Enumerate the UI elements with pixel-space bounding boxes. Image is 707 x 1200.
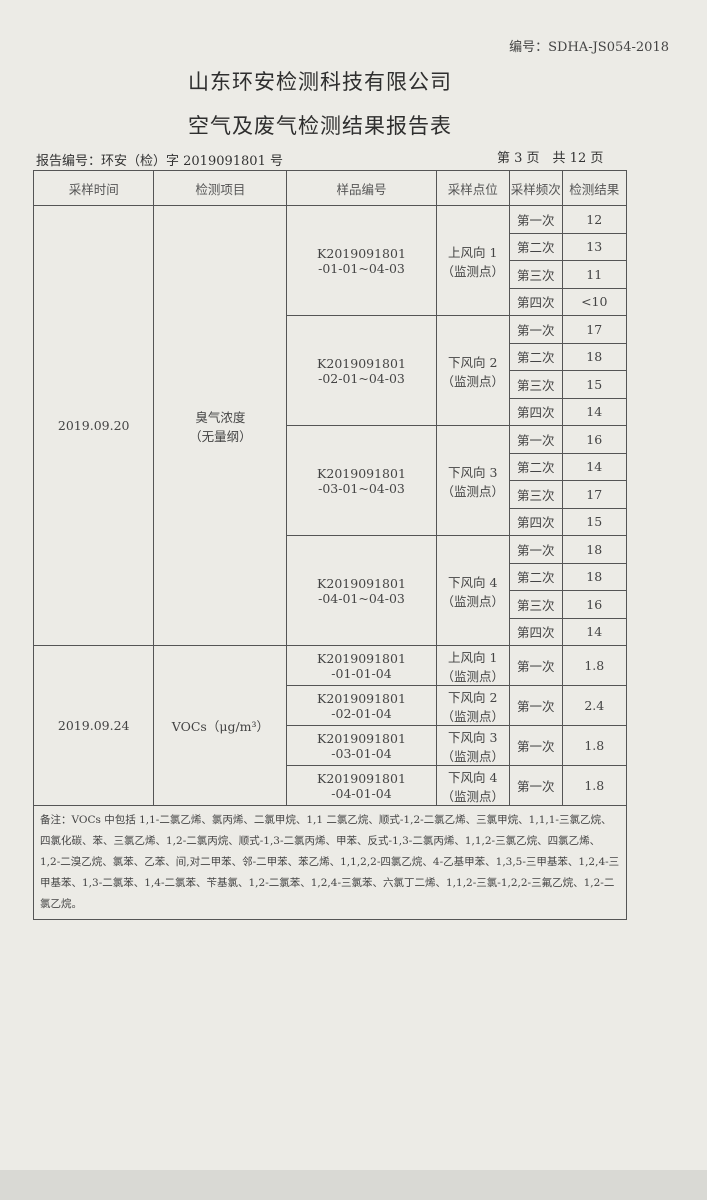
sampling-point: 下风向 3 （监测点） (435, 425, 510, 536)
test-result: 14 (561, 452, 628, 481)
test-result: 1.8 (561, 725, 628, 766)
header-date: 采样时间 (32, 170, 155, 206)
sampling-frequency: 第三次 (508, 260, 563, 289)
test-result: 17 (561, 315, 628, 344)
sampling-frequency: 第二次 (508, 232, 563, 261)
table-row: K2019091801 -03-01-04 下风向 3 （监测点） 第一次 1.8 (34, 725, 628, 766)
table-row: 第三次 11 (34, 260, 628, 289)
test-result: 18 (561, 535, 628, 564)
table-row: 第二次 18 (34, 562, 628, 591)
table-row: 第四次 14 (34, 397, 628, 426)
sampling-frequency: 第二次 (508, 562, 563, 591)
test-item: VOCs（μg/m³） (153, 645, 288, 806)
table-row: K2019091801 -04-01~04-03 下风向 4 （监测点） 第一次 18 (34, 535, 628, 646)
sampling-frequency: 第三次 (508, 480, 563, 509)
results-table: 采样时间 检测项目 样品编号 采样点位 采样频次 检测结果 2019.09.20… (32, 170, 628, 920)
sample-id: K2019091801 -04-01~04-03 (286, 535, 437, 646)
header-frequency: 采样频次 (508, 170, 563, 206)
table-row: 第三次 16 (34, 590, 628, 619)
table-row: K2019091801 -03-01~04-03 下风向 3 （监测点） 第一次 16 (34, 425, 628, 536)
table-row: 2019.09.20 臭气浓度 （无量纲） K2019091801 -01-01~0… (32, 205, 628, 646)
header-row: 采样时间 检测项目 样品编号 采样点位 采样频次 检测结果 (32, 170, 628, 206)
sampling-point: 下风向 2 （监测点） (435, 315, 510, 426)
table-row: 第四次 14 (34, 617, 628, 646)
table-row: 第二次 14 (34, 452, 628, 481)
sampling-point: 下风向 2 （监测点） (435, 685, 510, 726)
test-result: 14 (561, 617, 628, 646)
sampling-frequency: 第一次 (508, 535, 563, 564)
table-row: 第四次 15 (34, 507, 628, 536)
sampling-frequency: 第一次 (508, 315, 563, 344)
test-result: 15 (561, 507, 628, 536)
table-row: 2019.09.24 VOCs（μg/m³） K2019091801 -01-01-… (32, 645, 628, 806)
test-result: 18 (561, 342, 628, 371)
test-result: 1.8 (561, 765, 628, 806)
sampling-frequency: 第二次 (508, 342, 563, 371)
table-row: 第三次 15 (34, 370, 628, 399)
sample-date: 2019.09.24 (32, 645, 155, 806)
sample-id: K2019091801 -04-01-04 (286, 765, 437, 806)
sampling-point: 下风向 3 （监测点） (435, 725, 510, 766)
sampling-frequency: 第四次 (508, 617, 563, 646)
sampling-frequency: 第一次 (508, 425, 563, 454)
test-result: 18 (561, 562, 628, 591)
test-result: 14 (561, 397, 628, 426)
header-item: 检测项目 (153, 170, 288, 206)
sampling-frequency: 第一次 (508, 725, 563, 766)
sample-id: K2019091801 -01-01~04-03 (286, 205, 437, 316)
sample-id: K2019091801 -03-01~04-03 (286, 425, 437, 536)
test-result: <10 (561, 287, 628, 316)
header-sample-id: 样品编号 (286, 170, 437, 206)
table-row: K2019091801 -02-01~04-03 下风向 2 （监测点） 第一次 17 (34, 315, 628, 426)
sampling-frequency: 第一次 (508, 685, 563, 726)
document-code: 编号：SDHA-JS054-2018 (509, 40, 669, 55)
sample-date: 2019.09.20 (32, 205, 155, 646)
test-item: 臭气浓度 （无量纲） (153, 205, 288, 646)
sampling-point: 上风向 1 （监测点） (435, 205, 510, 316)
test-result: 2.4 (561, 685, 628, 726)
sampling-frequency: 第一次 (508, 765, 563, 806)
sample-id: K2019091801 -02-01~04-03 (286, 315, 437, 426)
sampling-frequency: 第一次 (508, 645, 563, 686)
test-result: 12 (561, 205, 628, 234)
sampling-frequency: 第二次 (508, 452, 563, 481)
test-result: 1.8 (561, 645, 628, 686)
sample-id: K2019091801 -03-01-04 (286, 725, 437, 766)
table-row: 第二次 13 (34, 232, 628, 261)
sampling-frequency: 第四次 (508, 397, 563, 426)
test-result: 15 (561, 370, 628, 399)
report-number: 报告编号：环安（检）字 2019091801 号 (36, 154, 283, 169)
sampling-frequency: 第三次 (508, 370, 563, 399)
sample-id: K2019091801 -02-01-04 (286, 685, 437, 726)
header-result: 检测结果 (561, 170, 628, 206)
sampling-point: 上风向 1 （监测点） (435, 645, 510, 686)
table-row: 第三次 17 (34, 480, 628, 509)
header-point: 采样点位 (435, 170, 510, 206)
page-info: 第 3 页 共 12 页 (497, 151, 604, 166)
sampling-point: 下风向 4 （监测点） (435, 765, 510, 806)
sampling-frequency: 第一次 (508, 205, 563, 234)
test-result: 13 (561, 232, 628, 261)
table-row: 第四次 <10 (34, 287, 628, 316)
sampling-frequency: 第四次 (508, 287, 563, 316)
sampling-point: 下风向 4 （监测点） (435, 535, 510, 646)
sample-id: K2019091801 -01-01-04 (286, 645, 437, 686)
company-name: 山东环安检测科技有限公司 (188, 70, 452, 94)
test-result: 17 (561, 480, 628, 509)
test-result: 11 (561, 260, 628, 289)
test-result: 16 (561, 425, 628, 454)
table-row: 第二次 18 (34, 342, 628, 371)
test-result: 16 (561, 590, 628, 619)
report-title: 空气及废气检测结果报告表 (188, 114, 452, 138)
document-page: 编号：SDHA-JS054-2018 山东环安检测科技有限公司 空气及废气检测结… (0, 0, 707, 1170)
note: 备注：VOCs 中包括 1,1-二氯乙烯、氯丙烯、二氯甲烷、1,1 二氯乙烷、顺… (33, 805, 627, 920)
table-row: K2019091801 -02-01-04 下风向 2 （监测点） 第一次 2.4 (34, 685, 628, 726)
sampling-frequency: 第三次 (508, 590, 563, 619)
sampling-frequency: 第四次 (508, 507, 563, 536)
